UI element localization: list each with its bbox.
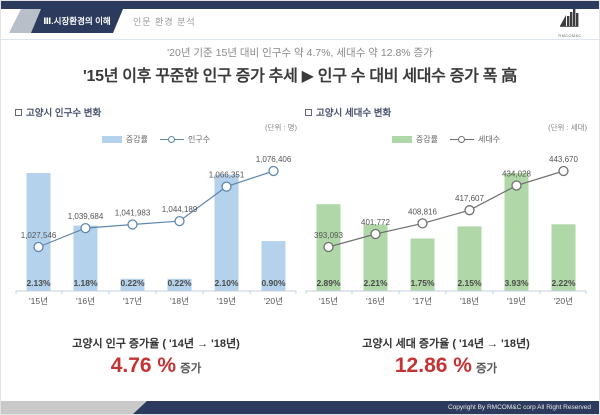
- line-marker-icon: [160, 135, 184, 143]
- slide-title: '15년 이후 꾸준한 인구 증가 추세 ▶ 인구 수 대비 세대수 증가 폭 …: [83, 68, 517, 85]
- svg-text:1.18%: 1.18%: [73, 278, 98, 288]
- household-summary-label: 고양시 세대 증가율 ( '14년 → '18년): [362, 338, 530, 350]
- building-icon: [560, 9, 579, 27]
- svg-text:'16년: '16년: [76, 296, 95, 306]
- svg-text:'16년: '16년: [366, 296, 385, 306]
- household-trend-chart: 393,093 401,772 408,816 417,607 434,028 443,6…: [305, 155, 587, 306]
- bar-swatch-icon: [391, 135, 412, 143]
- svg-text:1,027,546: 1,027,546: [21, 231, 57, 240]
- svg-text:'15년: '15년: [319, 296, 338, 306]
- svg-text:434,028: 434,028: [502, 170, 531, 179]
- population-trend-chart: 1,027,546 1,039,684 1,041,983 1,044,189 1,06…: [15, 155, 297, 306]
- line-marker-icon: [450, 135, 474, 143]
- svg-text:0.22%: 0.22%: [167, 278, 192, 288]
- population-summary: 고양시 인구 증가율 ( '14년 → '18년) 4.76 % 증가: [15, 335, 297, 378]
- svg-text:393,093: 393,093: [314, 231, 343, 240]
- legend-bar-label: 증감률: [415, 134, 438, 144]
- svg-text:0.22%: 0.22%: [120, 278, 145, 288]
- population-summary-suffix: 증가: [180, 363, 202, 375]
- population-legend: 증감률 인구수: [15, 133, 297, 145]
- svg-text:'17년: '17년: [123, 296, 142, 306]
- svg-text:2.13%: 2.13%: [26, 278, 51, 288]
- svg-text:'18년: '18년: [460, 296, 479, 306]
- svg-text:1.75%: 1.75%: [410, 278, 435, 288]
- legend-line-label: 인구수: [188, 134, 211, 144]
- svg-text:1,044,189: 1,044,189: [162, 205, 198, 214]
- household-summary: 고양시 세대 증가율 ( '14년 → '18년) 12.86 % 증가: [305, 335, 587, 378]
- header-divider: [1, 39, 599, 40]
- household-chart-panel: 고양시 세대수 변화 (단위 : 세대) 증감률 세대수 393,093 401,…: [305, 105, 587, 378]
- svg-text:'15년: '15년: [29, 296, 48, 306]
- legend-item-bar: 증감률: [391, 134, 438, 145]
- household-chart-header: 고양시 세대수 변화: [305, 105, 587, 119]
- svg-text:'20년: '20년: [554, 296, 573, 306]
- footer-gray-band: [1, 401, 151, 414]
- svg-text:0.90%: 0.90%: [261, 278, 286, 288]
- section-tab-label: Ⅲ.시장환경의 이해: [43, 16, 111, 26]
- household-legend: 증감률 세대수: [305, 133, 587, 145]
- svg-text:'18년: '18년: [170, 296, 189, 306]
- svg-text:401,772: 401,772: [361, 218, 390, 227]
- header-top-bar: [1, 1, 599, 9]
- svg-text:'19년: '19년: [507, 296, 526, 306]
- svg-text:3.93%: 3.93%: [504, 278, 529, 288]
- svg-text:2.22%: 2.22%: [551, 278, 576, 288]
- svg-text:'17년: '17년: [413, 296, 432, 306]
- svg-text:408,816: 408,816: [408, 207, 437, 216]
- household-summary-suffix: 증가: [475, 363, 498, 375]
- svg-text:2.10%: 2.10%: [214, 278, 239, 288]
- svg-text:443,670: 443,670: [549, 155, 578, 164]
- svg-text:2.15%: 2.15%: [457, 278, 482, 288]
- household-chart-title: 고양시 세대수 변화: [316, 108, 392, 119]
- svg-text:2.89%: 2.89%: [316, 278, 341, 288]
- footer: Copyright By RMCOM&C corp All Right Rese…: [1, 401, 599, 414]
- svg-text:417,607: 417,607: [455, 194, 484, 203]
- svg-text:1,066,351: 1,066,351: [209, 171, 245, 180]
- square-bullet-icon: [15, 108, 22, 116]
- population-summary-value: 4.76 % 증가: [110, 354, 202, 377]
- slide-subtitle: '20년 기준 15년 대비 인구수 약 4.7%, 세대수 약 12.8% 증…: [167, 47, 433, 59]
- household-unit-label: (단위 : 세대): [548, 123, 587, 132]
- svg-text:1,041,983: 1,041,983: [115, 209, 151, 218]
- svg-text:2.21%: 2.21%: [363, 278, 388, 288]
- legend-item-bar: 증감률: [101, 134, 148, 145]
- population-chart-panel: 고양시 인구수 변화 (단위 : 명) 증감률 인구수 1,027,546 1,0…: [15, 105, 297, 378]
- footer-copyright: Copyright By RMCOM&C corp All Right Rese…: [133, 401, 599, 414]
- legend-item-line: 인구수: [160, 134, 210, 145]
- legend-bar-label: 증감률: [125, 134, 148, 144]
- section-tab: Ⅲ.시장환경의 이해: [31, 9, 123, 33]
- section-subtitle: 인문 환경 분석: [133, 17, 196, 27]
- square-bullet-icon: [305, 108, 312, 116]
- svg-text:'19년: '19년: [217, 296, 236, 306]
- household-summary-value: 12.86 % 증가: [394, 354, 498, 377]
- svg-text:1,076,406: 1,076,406: [256, 155, 292, 164]
- svg-text:1,039,684: 1,039,684: [68, 212, 104, 221]
- svg-text:'20년: '20년: [264, 296, 283, 306]
- legend-item-line: 세대수: [450, 134, 500, 145]
- population-chart-header: 고양시 인구수 변화: [15, 105, 297, 119]
- population-unit-label: (단위 : 명): [265, 123, 297, 132]
- charts-row: 고양시 인구수 변화 (단위 : 명) 증감률 인구수 1,027,546 1,0…: [15, 105, 587, 378]
- company-logo: RMCOM&C: [555, 7, 585, 38]
- logo-caption: RMCOM&C: [558, 33, 582, 38]
- population-chart-title: 고양시 인구수 변화: [26, 108, 102, 119]
- legend-line-label: 세대수: [478, 134, 501, 144]
- bar-swatch-icon: [101, 135, 122, 143]
- population-summary-label: 고양시 인구 증가율 ( '14년 → '18년): [72, 338, 240, 350]
